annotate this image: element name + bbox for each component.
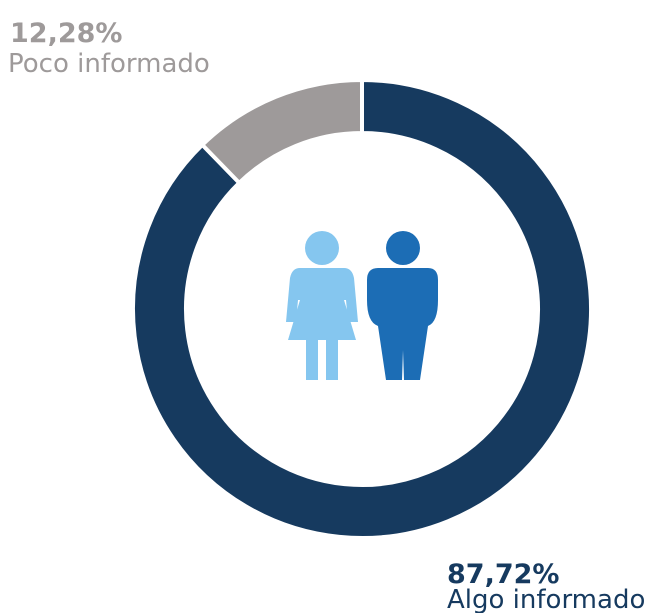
donut xyxy=(131,77,593,540)
slice xyxy=(131,77,593,540)
value-label: 87,72% xyxy=(447,559,559,590)
woman-head xyxy=(305,231,339,265)
value-label: 12,28% xyxy=(10,18,122,49)
category-label: Poco informado xyxy=(8,49,210,79)
woman-body xyxy=(286,268,358,380)
people-icon xyxy=(286,231,438,380)
category-label: Algo informado xyxy=(447,585,645,613)
man-head xyxy=(386,231,420,265)
man-body xyxy=(367,268,438,380)
slice xyxy=(199,77,364,186)
